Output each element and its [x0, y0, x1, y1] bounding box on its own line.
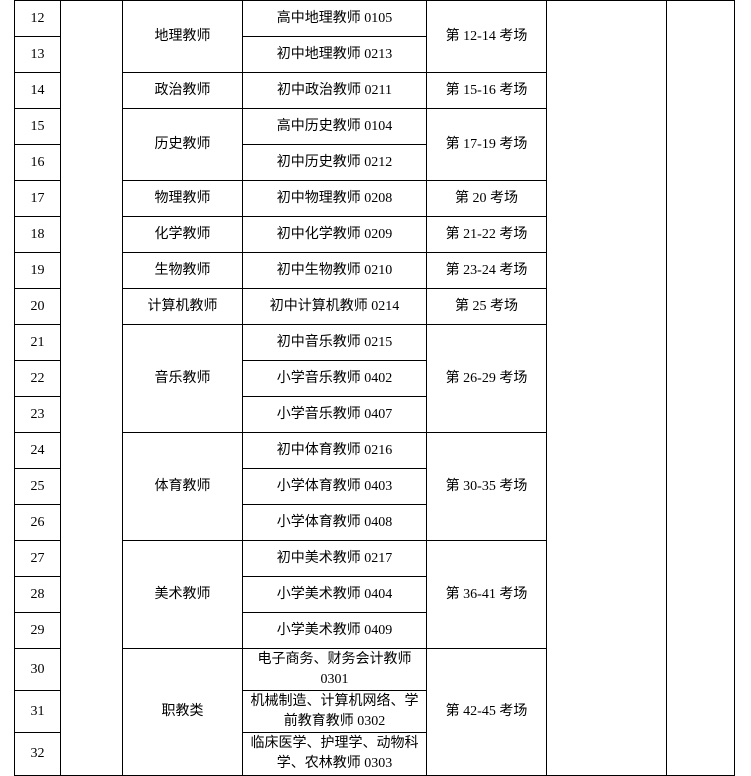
- row-number: 12: [15, 1, 61, 37]
- row-number: 20: [15, 289, 61, 325]
- category-cell: 地理教师: [123, 1, 243, 73]
- room-cell: 第 23-24 考场: [427, 253, 547, 289]
- room-cell: 第 17-19 考场: [427, 109, 547, 181]
- post-cell: 高中地理教师 0105: [243, 1, 427, 37]
- room-cell: 第 30-35 考场: [427, 433, 547, 541]
- category-cell: 职教类: [123, 649, 243, 776]
- row-number: 31: [15, 691, 61, 733]
- category-cell: 音乐教师: [123, 325, 243, 433]
- category-cell: 化学教师: [123, 217, 243, 253]
- category-cell: 物理教师: [123, 181, 243, 217]
- category-cell: 体育教师: [123, 433, 243, 541]
- post-cell: 临床医学、护理学、动物科学、农林教师 0303: [243, 733, 427, 775]
- post-cell: 小学美术教师 0404: [243, 577, 427, 613]
- post-cell: 小学音乐教师 0402: [243, 361, 427, 397]
- post-cell: 初中历史教师 0212: [243, 145, 427, 181]
- row-number: 19: [15, 253, 61, 289]
- row-number: 26: [15, 505, 61, 541]
- post-cell: 机械制造、计算机网络、学前教育教师 0302: [243, 691, 427, 733]
- exam-arrangement-table: 12地理教师高中地理教师 0105第 12-14 考场13初中地理教师 0213…: [14, 0, 735, 776]
- category-cell: 美术教师: [123, 541, 243, 649]
- row-number: 22: [15, 361, 61, 397]
- category-cell: 历史教师: [123, 109, 243, 181]
- row-number: 23: [15, 397, 61, 433]
- row-number: 17: [15, 181, 61, 217]
- post-cell: 初中美术教师 0217: [243, 541, 427, 577]
- category-cell: 计算机教师: [123, 289, 243, 325]
- row-number: 29: [15, 613, 61, 649]
- post-cell: 小学音乐教师 0407: [243, 397, 427, 433]
- row-number: 25: [15, 469, 61, 505]
- post-cell: 高中历史教师 0104: [243, 109, 427, 145]
- row-number: 28: [15, 577, 61, 613]
- row-number: 18: [15, 217, 61, 253]
- post-cell: 初中政治教师 0211: [243, 73, 427, 109]
- room-cell: 第 15-16 考场: [427, 73, 547, 109]
- post-cell: 小学体育教师 0403: [243, 469, 427, 505]
- room-cell: 第 36-41 考场: [427, 541, 547, 649]
- table-row: 12地理教师高中地理教师 0105第 12-14 考场: [15, 1, 735, 37]
- category-cell: 生物教师: [123, 253, 243, 289]
- room-cell: 第 12-14 考场: [427, 1, 547, 73]
- room-cell: 第 26-29 考场: [427, 325, 547, 433]
- row-number: 32: [15, 733, 61, 775]
- room-cell: 第 25 考场: [427, 289, 547, 325]
- post-cell: 初中音乐教师 0215: [243, 325, 427, 361]
- row-number: 21: [15, 325, 61, 361]
- room-cell: 第 20 考场: [427, 181, 547, 217]
- post-cell: 电子商务、财务会计教师 0301: [243, 649, 427, 691]
- row-number: 13: [15, 37, 61, 73]
- category-cell: 政治教师: [123, 73, 243, 109]
- post-cell: 初中生物教师 0210: [243, 253, 427, 289]
- row-number: 14: [15, 73, 61, 109]
- post-cell: 初中计算机教师 0214: [243, 289, 427, 325]
- row-number: 24: [15, 433, 61, 469]
- blank-col-3: [667, 1, 735, 776]
- post-cell: 初中物理教师 0208: [243, 181, 427, 217]
- post-cell: 初中化学教师 0209: [243, 217, 427, 253]
- row-number: 16: [15, 145, 61, 181]
- room-cell: 第 42-45 考场: [427, 649, 547, 776]
- row-number: 15: [15, 109, 61, 145]
- room-cell: 第 21-22 考场: [427, 217, 547, 253]
- blank-col-1: [61, 1, 123, 776]
- row-number: 27: [15, 541, 61, 577]
- post-cell: 初中体育教师 0216: [243, 433, 427, 469]
- post-cell: 小学美术教师 0409: [243, 613, 427, 649]
- post-cell: 初中地理教师 0213: [243, 37, 427, 73]
- blank-col-2: [547, 1, 667, 776]
- row-number: 30: [15, 649, 61, 691]
- post-cell: 小学体育教师 0408: [243, 505, 427, 541]
